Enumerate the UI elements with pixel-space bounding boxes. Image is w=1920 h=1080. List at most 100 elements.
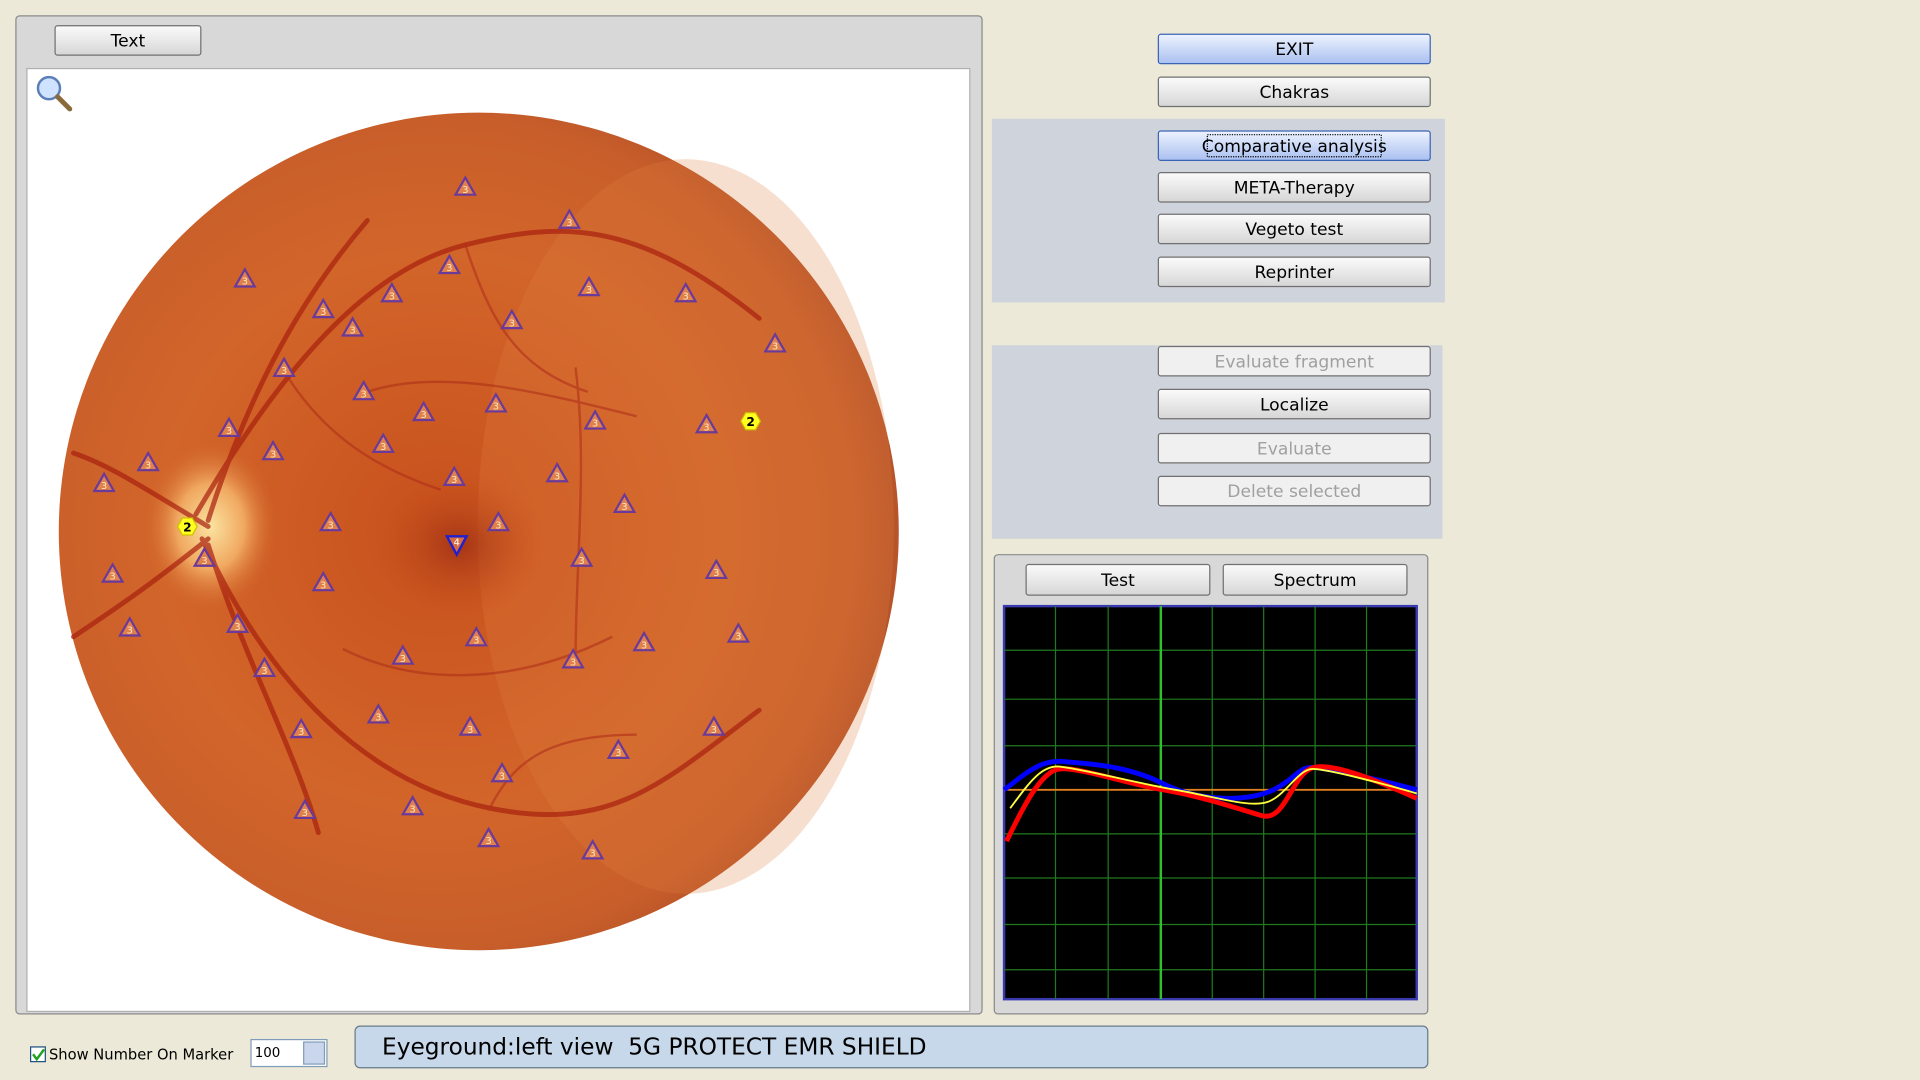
marker[interactable]: 3 [464,625,489,647]
button-face [1157,33,1431,65]
marker[interactable]: 3 [632,630,656,651]
marker-shape [561,647,585,669]
marker[interactable]: 3 [272,356,296,378]
marker[interactable]: 3 [486,510,511,531]
button[interactable]: Chakras [1157,76,1431,108]
marker[interactable]: 3 [136,450,160,472]
marker-label: 3 [703,422,709,433]
button[interactable]: Reprinter [1157,256,1431,288]
button-face [1157,432,1431,464]
marker-label: 3 [320,307,326,318]
marker-shape [437,253,462,275]
marker[interactable]: 3 [694,412,719,433]
marker[interactable]: 3 [351,379,376,401]
marker[interactable]: 3 [411,400,436,421]
button[interactable]: Localize [1157,388,1431,420]
marker[interactable]: 3 [702,715,726,736]
marker[interactable]: 3 [400,794,425,815]
marker[interactable]: 3 [500,308,524,329]
marker[interactable]: 3 [118,616,142,637]
marker-shape [444,535,469,558]
marker[interactable]: 2 [176,517,198,536]
marker[interactable]: 3 [453,175,478,196]
marker[interactable]: 3 [225,612,250,633]
button[interactable]: META-Therapy [1157,172,1431,203]
marker[interactable]: 3 [92,471,116,492]
button-face [1157,76,1431,108]
button-label: Evaluate [1257,439,1332,459]
marker[interactable]: 3 [233,267,257,288]
marker-label: 3 [350,326,356,337]
button-face [1157,388,1431,420]
marker[interactable]: 3 [561,647,585,669]
marker-label: 3 [462,185,468,196]
marker[interactable]: 3 [311,570,335,591]
marker-shape [225,612,250,633]
marker[interactable]: 3 [318,510,343,531]
marker[interactable]: 3 [545,461,569,482]
marker-label: 3 [380,442,386,453]
marker[interactable]: 3 [580,839,605,859]
marker[interactable]: 3 [289,717,313,739]
marker[interactable]: 3 [583,409,607,430]
marker[interactable]: 3 [674,281,698,302]
marker[interactable]: 3 [261,439,285,461]
button[interactable]: EXIT [1157,33,1431,65]
checkbox[interactable] [30,1046,46,1063]
marker[interactable]: 3 [557,208,582,229]
button[interactable]: Test [1025,563,1211,596]
marker[interactable]: 3 [293,798,317,819]
marker-label: 2 [183,520,192,534]
marker[interactable]: 3 [763,332,787,353]
zoom-icon[interactable] [36,75,73,112]
marker-shape [289,717,313,739]
marker[interactable]: 3 [311,297,335,318]
marker[interactable]: 3 [442,465,466,486]
marker-shape [569,546,594,567]
button[interactable]: Text [54,25,202,56]
marker[interactable]: 3 [217,416,241,438]
marker[interactable]: 2 [740,412,762,431]
marker-label: 3 [389,291,395,302]
marker[interactable]: 3 [490,761,514,782]
marker[interactable]: 4 [444,535,469,558]
marker[interactable]: 3 [606,738,631,759]
marker[interactable]: 3 [612,492,637,513]
button[interactable]: Comparative analysis [1157,130,1431,162]
marker-label: 3 [298,727,304,738]
marker[interactable]: 3 [437,253,462,275]
marker[interactable]: 3 [340,316,365,337]
marker-label: 3 [570,657,576,668]
spinner-arrows[interactable] [303,1041,326,1065]
marker[interactable]: 3 [366,703,391,724]
marker-label: 3 [261,666,267,677]
marker[interactable]: 3 [371,432,395,453]
button[interactable]: Spectrum [1222,563,1408,596]
button-face [1157,172,1431,203]
marker[interactable]: 3 [391,644,415,665]
button[interactable]: Vegeto test [1157,213,1431,245]
marker-shape [233,267,257,288]
marker[interactable]: 3 [252,656,277,678]
checkmark [32,1048,46,1062]
marker-shape [763,332,787,353]
marker[interactable]: 3 [577,275,601,297]
marker[interactable]: 3 [100,562,125,583]
marker[interactable]: 3 [569,546,594,567]
marker[interactable]: 3 [458,715,482,736]
button-face [1157,130,1431,162]
button-face [54,25,202,56]
marker-label: 3 [320,580,326,591]
marker[interactable]: 3 [704,558,729,580]
marker[interactable]: 3 [484,392,508,413]
marker[interactable]: 3 [192,546,217,567]
marker[interactable]: 3 [380,281,404,302]
marker-label: 3 [713,568,719,579]
marker[interactable]: 3 [476,826,501,847]
marker-label: 3 [590,848,596,859]
marker-shape [272,356,296,378]
marker[interactable]: 3 [726,622,751,643]
button-face [1025,563,1211,596]
marker-label: 3 [772,342,778,353]
button-label: Vegeto test [1245,220,1343,240]
